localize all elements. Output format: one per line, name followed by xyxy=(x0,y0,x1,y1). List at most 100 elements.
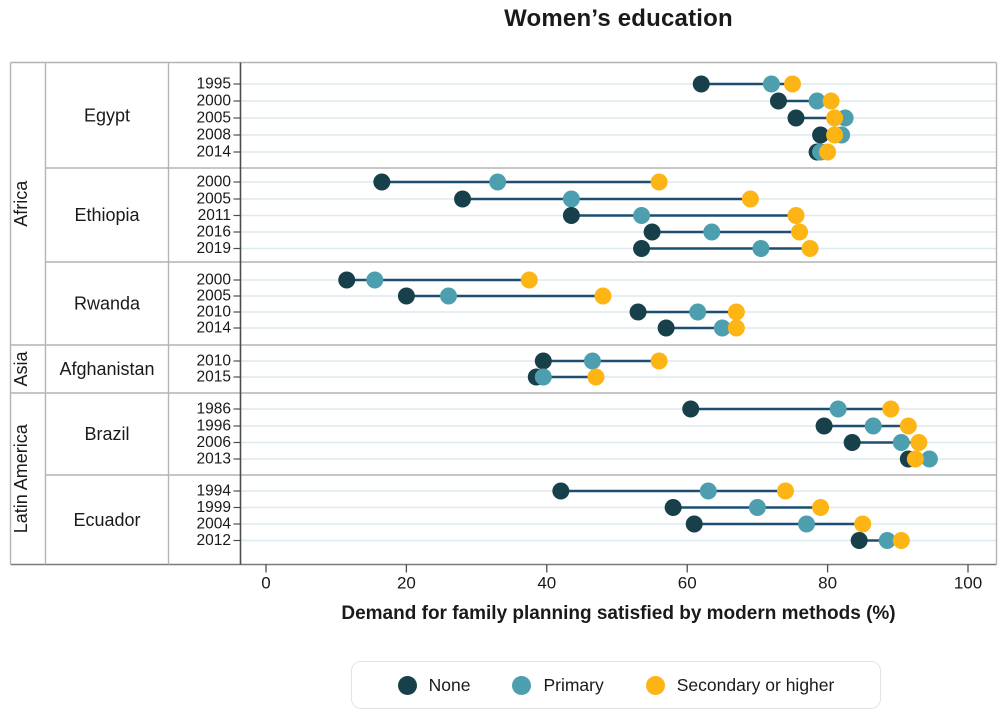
dot-primary xyxy=(808,92,826,110)
year-label: 2004 xyxy=(197,516,232,533)
dot-primary xyxy=(703,223,721,241)
dot-primary xyxy=(583,352,601,370)
dot-primary xyxy=(748,499,766,516)
dot-secondary xyxy=(826,109,844,127)
dot-secondary xyxy=(892,532,910,549)
dot-secondary xyxy=(784,75,801,93)
dot-none xyxy=(812,126,830,144)
year-label: 1994 xyxy=(197,483,232,500)
year-label: 2000 xyxy=(197,272,232,289)
legend-dot-none xyxy=(397,675,417,695)
year-label: 2019 xyxy=(197,240,231,257)
region-label-latin-america: Latin America xyxy=(11,423,31,533)
dot-primary xyxy=(798,515,816,533)
region-label-asia: Asia xyxy=(11,351,31,387)
dot-none xyxy=(397,287,415,305)
x-axis-tick-label: 20 xyxy=(397,574,416,593)
dot-secondary xyxy=(910,434,928,451)
dot-secondary xyxy=(899,417,917,435)
country-label-brazil: Brazil xyxy=(84,424,129,444)
dot-none xyxy=(643,223,661,241)
country-label-egypt: Egypt xyxy=(84,105,130,125)
dot-primary xyxy=(440,287,458,305)
dot-none xyxy=(338,271,356,289)
dot-primary xyxy=(713,319,731,337)
dot-none xyxy=(629,303,647,321)
dot-secondary xyxy=(854,515,872,533)
dot-none xyxy=(534,352,552,370)
dot-none xyxy=(692,75,710,93)
dot-none xyxy=(664,499,682,516)
country-label-afghanistan: Afghanistan xyxy=(59,359,154,379)
dot-secondary xyxy=(801,240,819,257)
dot-secondary xyxy=(906,450,924,468)
legend-label: Secondary or higher xyxy=(676,674,835,695)
year-label: 2015 xyxy=(197,369,231,386)
dot-primary xyxy=(699,482,717,500)
country-label-ecuador: Ecuador xyxy=(73,510,140,530)
year-label: 2014 xyxy=(197,320,232,337)
year-label: 1996 xyxy=(197,418,231,435)
dot-none xyxy=(769,92,787,110)
x-axis-tick-label: 60 xyxy=(678,574,697,593)
year-label: 1995 xyxy=(197,76,231,93)
dot-primary xyxy=(762,75,780,93)
legend-dot-secondary xyxy=(645,675,665,695)
dot-secondary xyxy=(776,482,794,500)
dot-primary xyxy=(633,207,651,224)
legend-item-primary: Primary xyxy=(512,674,604,696)
dot-none xyxy=(454,190,472,208)
dot-secondary xyxy=(650,173,668,191)
dot-secondary xyxy=(882,400,900,418)
dot-none xyxy=(682,400,700,418)
dot-secondary xyxy=(791,223,809,241)
x-axis-tick-label: 80 xyxy=(818,574,837,593)
country-label-ethiopia: Ethiopia xyxy=(74,205,140,225)
dot-primary xyxy=(878,532,896,549)
legend-item-secondary-or-higher: Secondary or higher xyxy=(645,674,835,696)
dot-primary xyxy=(892,434,910,451)
year-label: 2014 xyxy=(197,144,232,161)
dot-primary xyxy=(562,190,580,208)
year-label: 2000 xyxy=(197,174,232,191)
year-label: 2010 xyxy=(197,304,232,321)
dot-secondary xyxy=(727,319,745,337)
year-label: 2013 xyxy=(197,451,231,468)
region-label-africa: Africa xyxy=(11,180,31,227)
dot-none xyxy=(657,319,675,337)
dot-none xyxy=(562,207,580,224)
chart-title: Women’s education xyxy=(504,5,733,32)
year-label: 2005 xyxy=(197,110,231,127)
year-label: 2012 xyxy=(197,532,231,549)
dot-primary xyxy=(864,417,882,435)
year-label: 2006 xyxy=(197,434,231,451)
legend-dot-primary xyxy=(512,675,532,695)
dot-primary xyxy=(366,271,384,289)
legend: None Primary Secondary or higher xyxy=(351,661,881,709)
legend-label: Primary xyxy=(543,674,604,695)
year-label: 2008 xyxy=(197,127,231,144)
legend-item-none: None xyxy=(397,674,471,696)
dot-secondary xyxy=(741,190,759,208)
x-axis-tick-label: 100 xyxy=(954,574,982,593)
dot-primary xyxy=(534,368,552,386)
dot-none xyxy=(633,240,651,257)
dot-secondary xyxy=(587,368,605,386)
x-axis-title: Demand for family planning satisfied by … xyxy=(341,603,896,624)
year-label: 2005 xyxy=(197,288,231,305)
dot-none xyxy=(552,482,570,500)
dot-secondary xyxy=(594,287,612,305)
dot-none xyxy=(843,434,861,451)
legend-label: None xyxy=(428,674,471,695)
year-label: 1986 xyxy=(197,401,231,418)
year-label: 2011 xyxy=(198,207,231,224)
dot-none xyxy=(373,173,391,191)
dot-primary xyxy=(689,303,707,321)
dot-primary xyxy=(752,240,770,257)
dot-secondary xyxy=(520,271,538,289)
dot-secondary xyxy=(819,143,837,161)
x-axis-tick-label: 0 xyxy=(261,574,270,593)
year-label: 2010 xyxy=(197,353,232,370)
